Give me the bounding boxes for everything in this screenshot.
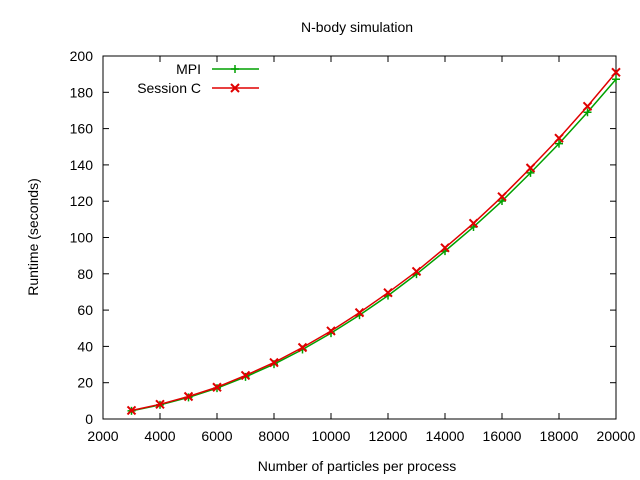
- data-point-session-c: [269, 357, 279, 368]
- y-tick-label: 140: [70, 157, 94, 173]
- legend-marker: [231, 65, 239, 73]
- series-layer: [126, 67, 621, 416]
- data-point-session-c: [212, 382, 222, 392]
- data-point-session-c: [183, 391, 194, 402]
- data-point-session-c: [582, 101, 593, 111]
- data-point-session-c: [155, 399, 165, 410]
- data-point-session-c: [126, 405, 137, 416]
- y-tick-label: 160: [70, 121, 94, 137]
- data-point-session-c: [297, 342, 308, 353]
- data-point-mpi: [555, 139, 563, 148]
- data-point-mpi: [498, 197, 506, 206]
- y-tick-label: 120: [70, 193, 94, 209]
- x-tick-label: 20000: [597, 428, 636, 444]
- y-tick-label: 180: [70, 84, 94, 100]
- x-axis-title: Number of particles per process: [258, 458, 456, 474]
- legend-entry-mpi: MPI: [176, 61, 259, 77]
- legend-entry-session-c: Session C: [137, 80, 259, 96]
- data-point-session-c: [240, 370, 251, 381]
- y-tick-label: 60: [77, 302, 93, 318]
- legend: MPI Session C: [137, 61, 259, 96]
- y-tick-label: 20: [77, 375, 93, 391]
- data-point-session-c: [554, 133, 564, 143]
- x-tick-label: 2000: [87, 428, 118, 444]
- y-tick-label: 200: [70, 48, 94, 64]
- x-tick-label: 18000: [540, 428, 579, 444]
- data-point-session-c: [383, 287, 393, 298]
- data-point-session-c: [440, 243, 450, 253]
- data-point-mpi: [612, 75, 620, 84]
- x-tick-label: 16000: [483, 428, 522, 444]
- data-point-session-c: [326, 326, 336, 336]
- x-tick-label: 10000: [312, 428, 351, 444]
- data-point-session-c: [411, 266, 422, 277]
- x-tick-label: 4000: [144, 428, 175, 444]
- data-point-mpi: [583, 108, 592, 117]
- y-tick-label: 80: [77, 266, 93, 282]
- y-tick-label: 100: [70, 230, 94, 246]
- data-point-session-c: [611, 67, 621, 78]
- axis-ticks: 2000 4000 6000 8000 10000 12000 14000 16000 1800…: [70, 48, 636, 444]
- legend-label: MPI: [176, 61, 201, 77]
- legend-marker: [230, 83, 240, 93]
- legend-label: Session C: [137, 80, 201, 96]
- x-tick-label: 14000: [426, 428, 465, 444]
- data-point-session-c: [468, 218, 479, 229]
- chart-title: N-body simulation: [301, 19, 413, 35]
- y-tick-label: 0: [85, 411, 93, 427]
- series-line-mpi: [131, 78, 617, 412]
- series-session-c: [126, 67, 621, 416]
- plot-frame: [102, 55, 617, 420]
- series-line-session-c: [131, 71, 617, 412]
- y-tick-label: 40: [77, 338, 93, 354]
- data-point-session-c: [497, 191, 507, 202]
- data-point-mpi: [526, 168, 535, 177]
- x-tick-label: 12000: [369, 428, 408, 444]
- data-point-session-c: [354, 307, 365, 318]
- data-point-session-c: [525, 163, 536, 173]
- y-axis-title: Runtime (seconds): [25, 178, 41, 296]
- x-tick-label: 6000: [201, 428, 232, 444]
- x-tick-label: 8000: [258, 428, 289, 444]
- series-mpi: [127, 75, 620, 415]
